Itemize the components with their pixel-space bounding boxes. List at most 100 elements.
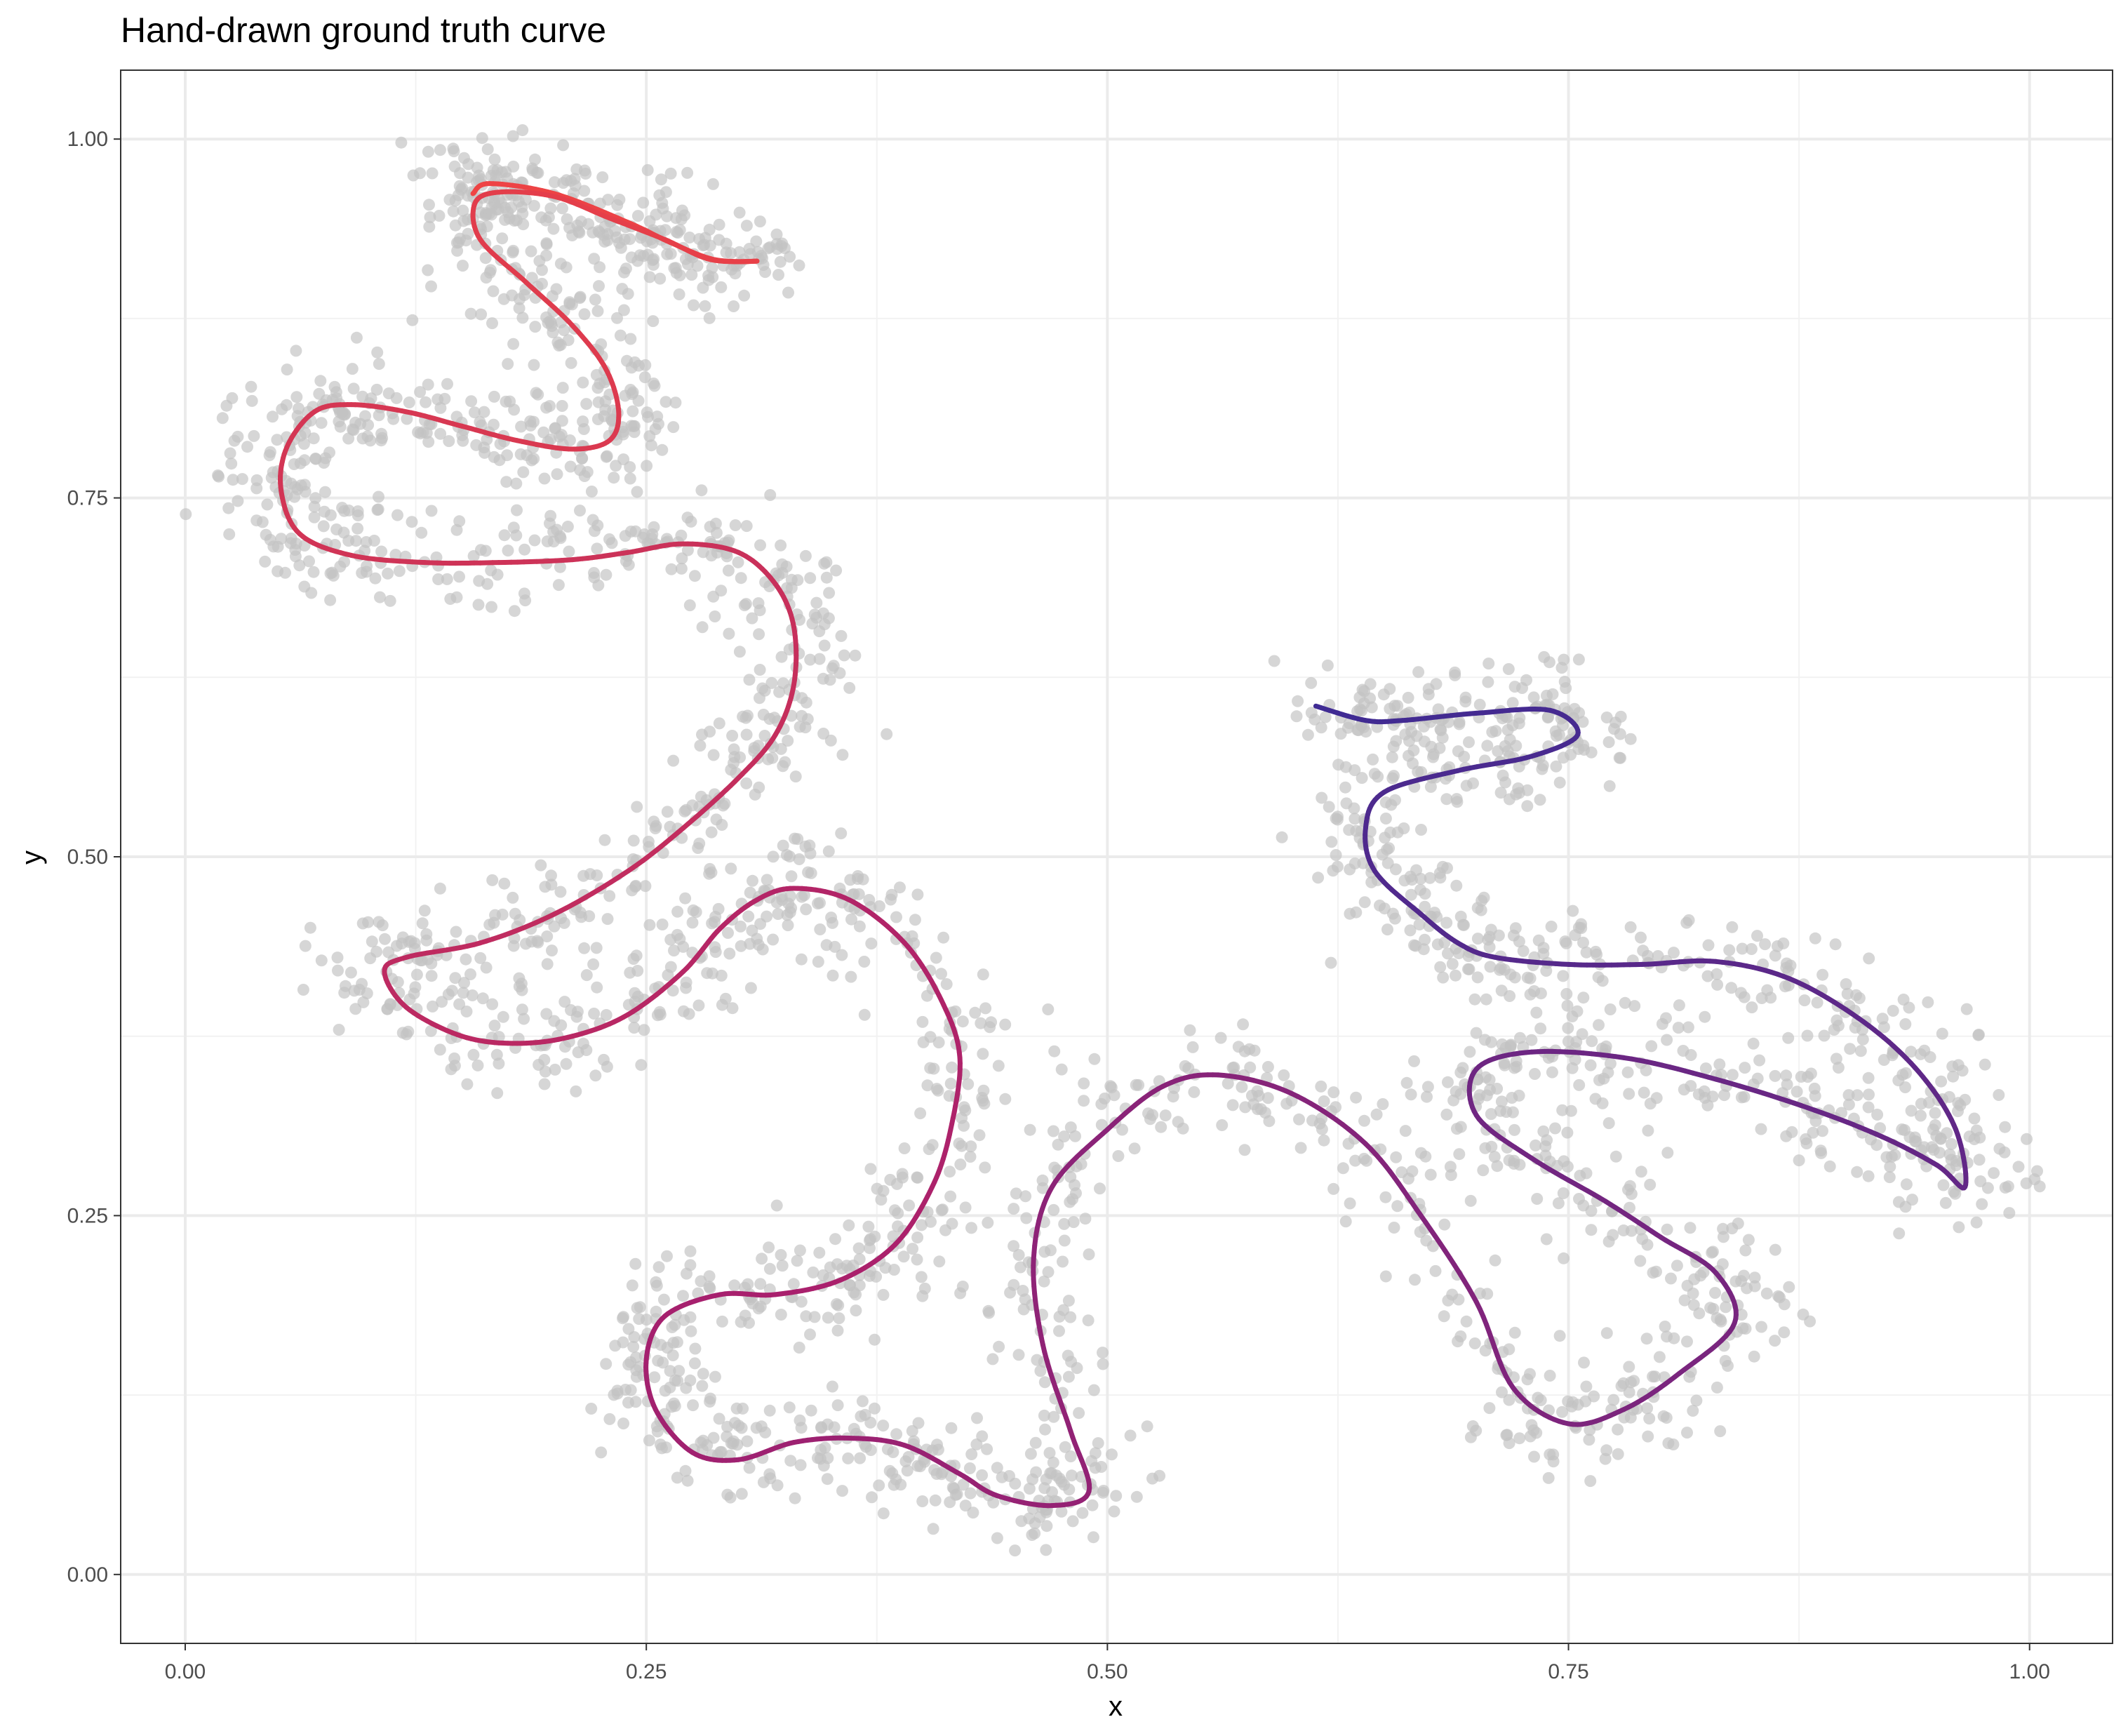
scatter-point: [707, 749, 720, 761]
scatter-point: [547, 326, 559, 339]
scatter-point: [659, 1384, 671, 1397]
scatter-point: [1643, 1413, 1656, 1425]
scatter-point: [1066, 1469, 1078, 1482]
x-tick-label: 0.00: [165, 1660, 206, 1683]
scatter-point: [704, 521, 716, 533]
scatter-point: [1112, 1150, 1125, 1162]
scatter-point: [703, 312, 716, 324]
scatter-point: [1440, 793, 1453, 806]
scatter-point: [1802, 1071, 1814, 1083]
scatter-point: [628, 1022, 641, 1034]
scatter-point: [775, 650, 788, 663]
scatter-point: [1486, 726, 1499, 738]
scatter-point: [1330, 1101, 1342, 1114]
scatter-point: [1704, 1302, 1717, 1314]
scatter-point: [1544, 1370, 1556, 1382]
scatter-point: [256, 516, 269, 528]
scatter-point: [1624, 733, 1637, 745]
scatter-point: [1929, 1107, 1941, 1119]
scatter-point: [1662, 1437, 1675, 1450]
scatter-point: [568, 173, 581, 185]
scatter-point: [653, 1006, 666, 1018]
scatter-point: [1501, 711, 1513, 723]
scatter-point: [661, 210, 673, 222]
scatter-point: [1973, 1154, 1986, 1166]
scatter-point: [705, 826, 718, 839]
scatter-point: [1711, 1311, 1723, 1324]
scatter-point: [324, 567, 337, 580]
scatter-point: [474, 952, 487, 964]
scatter-point: [591, 542, 603, 555]
scatter-point: [705, 549, 718, 562]
scatter-point: [460, 953, 472, 966]
scatter-point: [541, 930, 554, 942]
scatter-point: [432, 573, 445, 585]
scatter-point: [703, 1281, 716, 1293]
scatter-point: [958, 1119, 970, 1132]
scatter-point: [626, 1279, 638, 1292]
scatter-point: [1729, 1275, 1742, 1288]
scatter-point: [1542, 1052, 1555, 1064]
scatter-point: [627, 386, 639, 399]
scatter-point: [554, 258, 567, 270]
scatter-point: [486, 601, 497, 613]
scatter-point: [1717, 1231, 1729, 1243]
scatter-point: [858, 1008, 871, 1021]
scatter-point: [447, 205, 460, 218]
scatter-point: [706, 262, 718, 274]
scatter-point: [1956, 1064, 1969, 1077]
scatter-point: [712, 902, 725, 915]
scatter-point: [1466, 1420, 1479, 1432]
scatter-point: [271, 434, 283, 446]
scatter-point: [844, 874, 857, 886]
scatter-point: [1306, 1114, 1318, 1127]
scatter-point: [465, 395, 478, 408]
scatter-point: [448, 160, 461, 173]
scatter-point: [330, 386, 342, 399]
scatter-point: [728, 1279, 741, 1292]
scatter-point: [647, 258, 660, 271]
scatter-point: [448, 1060, 461, 1072]
scatter-point: [1427, 751, 1439, 763]
scatter-point: [1797, 1308, 1809, 1321]
scatter-point: [754, 1278, 767, 1290]
scatter-point: [1553, 728, 1565, 741]
scatter-point: [709, 916, 721, 928]
scatter-point: [630, 1364, 643, 1377]
scatter-point: [554, 532, 567, 545]
scatter-point: [1034, 1365, 1047, 1377]
scatter-point: [1574, 1170, 1586, 1182]
scatter-point: [1497, 769, 1509, 782]
scatter-point: [735, 1316, 747, 1328]
scatter-point: [926, 1444, 939, 1457]
scatter-point: [815, 1422, 828, 1434]
scatter-point: [737, 710, 749, 723]
scatter-point: [914, 1107, 927, 1120]
scatter-point: [1508, 1326, 1521, 1339]
scatter-point: [1642, 949, 1654, 962]
scatter-point: [1498, 1057, 1511, 1069]
scatter-point: [1293, 1113, 1305, 1126]
scatter-point: [813, 1246, 826, 1259]
y-tick-label: 1.00: [67, 128, 108, 151]
scatter-point: [864, 1242, 876, 1255]
scatter-point: [350, 535, 362, 547]
scatter-point: [631, 965, 644, 977]
scatter-point: [709, 610, 721, 622]
scatter-point: [1367, 753, 1379, 766]
scatter-point: [1244, 1061, 1257, 1074]
scatter-point: [964, 1487, 977, 1500]
scatter-point: [873, 1479, 885, 1492]
scatter-point: [1614, 752, 1626, 764]
scatter-point: [719, 992, 732, 1005]
scatter-point: [307, 566, 320, 578]
scatter-point: [822, 1452, 834, 1464]
scatter-point: [1462, 950, 1475, 962]
scatter-point: [1504, 1041, 1517, 1053]
scatter-point: [723, 947, 736, 960]
scatter-point: [1769, 949, 1781, 962]
scatter-point: [346, 363, 359, 375]
scatter-point: [1438, 936, 1451, 949]
scatter-point: [486, 317, 498, 330]
scatter-point: [1576, 1028, 1588, 1041]
